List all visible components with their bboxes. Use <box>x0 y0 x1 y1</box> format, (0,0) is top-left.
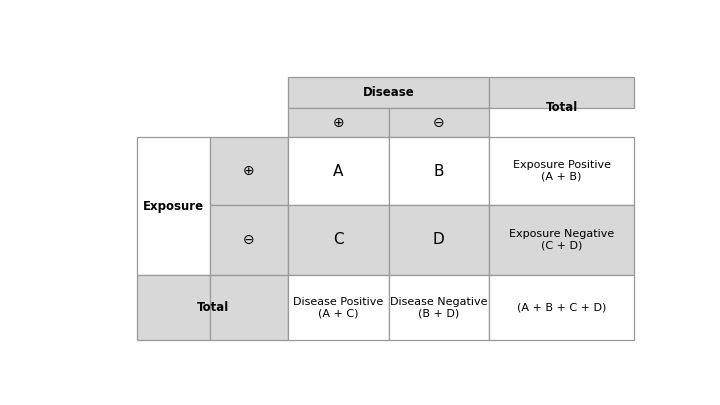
Text: Exposure Negative
(C + D): Exposure Negative (C + D) <box>509 229 614 250</box>
Bar <box>489 275 634 340</box>
Bar <box>138 275 210 340</box>
Bar <box>489 77 634 108</box>
Bar <box>489 205 634 275</box>
Bar <box>389 275 489 340</box>
Bar <box>288 108 389 137</box>
Text: Total: Total <box>197 301 229 314</box>
Bar <box>389 205 489 275</box>
Bar <box>288 137 389 205</box>
Text: (A + B + C + D): (A + B + C + D) <box>517 303 606 312</box>
Text: D: D <box>433 232 445 247</box>
Text: Disease Negative
(B + D): Disease Negative (B + D) <box>390 296 487 318</box>
Text: C: C <box>333 232 343 247</box>
Text: Disease: Disease <box>363 86 415 99</box>
Text: Exposure Positive
(A + B): Exposure Positive (A + B) <box>513 160 611 182</box>
Text: ⊖: ⊖ <box>433 116 444 130</box>
Bar <box>288 275 389 340</box>
Text: Disease Positive
(A + C): Disease Positive (A + C) <box>293 296 384 318</box>
Text: ⊕: ⊕ <box>333 116 344 130</box>
Text: Total: Total <box>545 100 577 113</box>
Bar <box>138 137 210 275</box>
Text: A: A <box>333 164 343 179</box>
Text: B: B <box>433 164 444 179</box>
Bar <box>210 275 288 340</box>
Bar <box>389 108 489 137</box>
Text: ⊖: ⊖ <box>243 232 255 247</box>
Bar <box>210 137 288 205</box>
Text: ⊕: ⊕ <box>243 164 255 178</box>
Bar <box>210 205 288 275</box>
Bar <box>288 77 489 108</box>
Bar <box>389 137 489 205</box>
Bar <box>489 137 634 205</box>
Text: Exposure: Exposure <box>143 200 204 213</box>
Bar <box>288 205 389 275</box>
